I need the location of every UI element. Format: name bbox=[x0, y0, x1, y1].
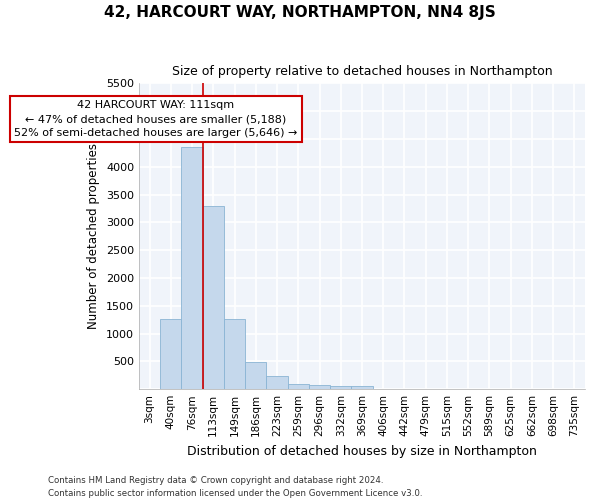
Bar bbox=[245, 362, 266, 389]
Bar bbox=[352, 386, 373, 389]
Bar bbox=[181, 146, 203, 389]
Text: 42 HARCOURT WAY: 111sqm
← 47% of detached houses are smaller (5,188)
52% of semi: 42 HARCOURT WAY: 111sqm ← 47% of detache… bbox=[14, 100, 298, 138]
Y-axis label: Number of detached properties: Number of detached properties bbox=[88, 144, 100, 330]
Bar bbox=[224, 318, 245, 389]
Bar bbox=[266, 376, 287, 389]
Text: Contains HM Land Registry data © Crown copyright and database right 2024.
Contai: Contains HM Land Registry data © Crown c… bbox=[48, 476, 422, 498]
Title: Size of property relative to detached houses in Northampton: Size of property relative to detached ho… bbox=[172, 65, 552, 78]
X-axis label: Distribution of detached houses by size in Northampton: Distribution of detached houses by size … bbox=[187, 444, 537, 458]
Bar bbox=[309, 385, 330, 389]
Bar bbox=[287, 384, 309, 389]
Text: 42, HARCOURT WAY, NORTHAMPTON, NN4 8JS: 42, HARCOURT WAY, NORTHAMPTON, NN4 8JS bbox=[104, 5, 496, 20]
Bar bbox=[160, 318, 181, 389]
Bar bbox=[203, 206, 224, 389]
Bar bbox=[330, 386, 352, 389]
